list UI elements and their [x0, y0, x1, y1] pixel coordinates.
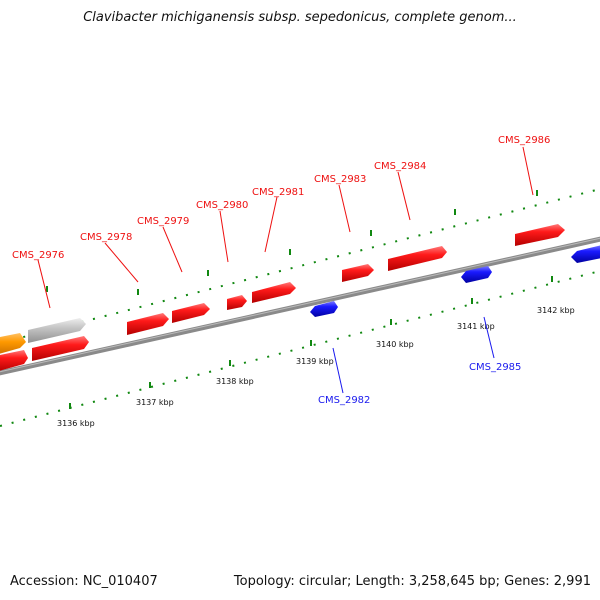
label-leaders: [37, 146, 534, 394]
accession-text: Accession: NC_010407: [10, 574, 158, 589]
gene-label[interactable]: CMS_2984: [374, 161, 426, 172]
genome-summary-text: Topology: circular; Length: 3,258,645 bp…: [233, 574, 591, 589]
gene-label[interactable]: CMS_2980: [196, 200, 248, 211]
gene-arrow-orange[interactable]: [0, 333, 26, 355]
gene-label[interactable]: CMS_2985: [469, 362, 521, 373]
gene-arrow-cms-2985[interactable]: [461, 266, 492, 283]
axis-label-3138: 3138 kbp: [216, 377, 254, 386]
gene-arrow-blue-right[interactable]: [571, 245, 600, 263]
axis-label-3141: 3141 kbp: [457, 322, 495, 331]
gene-arrow-cms-2978[interactable]: [127, 313, 169, 335]
genome-backbone: [0, 236, 600, 376]
forward-major-ticks: [46, 190, 538, 295]
gene-arrow-cms-2976[interactable]: [32, 336, 89, 361]
gene-arrow-gray[interactable]: [28, 318, 86, 343]
reverse-tick-track: [0, 270, 600, 427]
gene-arrow-cms-2979[interactable]: [172, 303, 210, 323]
gene-arrow-cms-2982[interactable]: [310, 301, 338, 317]
gene-arrow-cms-2983[interactable]: [342, 264, 374, 282]
axis-label-3139: 3139 kbp: [296, 357, 334, 366]
gene-arrow-red-left[interactable]: [0, 350, 28, 372]
axis-label-3140: 3140 kbp: [376, 340, 414, 349]
gene-label[interactable]: CMS_2981: [252, 187, 304, 198]
gene-label[interactable]: CMS_2976: [12, 250, 64, 261]
forward-tick-track: [0, 188, 600, 344]
gene-arrow-cms-2986[interactable]: [515, 224, 565, 246]
gene-arrow-cms-2984[interactable]: [388, 246, 447, 271]
axis-label-3142: 3142 kbp: [537, 306, 575, 315]
axis-label-3137: 3137 kbp: [136, 398, 174, 407]
gene-features: [0, 224, 600, 372]
gene-label[interactable]: CMS_2986: [498, 135, 550, 146]
genome-backbone-highlight: [0, 237, 600, 373]
reverse-major-ticks: [69, 276, 553, 409]
gene-arrow-cms-2981[interactable]: [252, 282, 296, 303]
gene-label[interactable]: CMS_2982: [318, 395, 370, 406]
axis-label-3136: 3136 kbp: [57, 419, 95, 428]
gene-arrow-cms-2980[interactable]: [227, 295, 247, 310]
map-title: Clavibacter michiganensis subsp. sepedon…: [83, 10, 517, 25]
gene-label[interactable]: CMS_2979: [137, 216, 189, 227]
gene-label[interactable]: CMS_2983: [314, 174, 366, 185]
gene-label[interactable]: CMS_2978: [80, 232, 132, 243]
